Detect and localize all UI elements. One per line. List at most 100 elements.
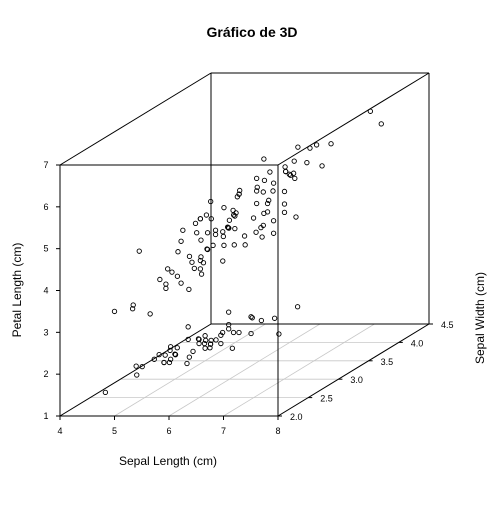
grid-line-x xyxy=(224,324,375,416)
data-point xyxy=(221,230,225,234)
data-point xyxy=(190,260,194,264)
data-point xyxy=(221,234,225,238)
box-edge xyxy=(60,73,211,165)
data-point xyxy=(262,178,266,182)
box-edge xyxy=(278,73,429,165)
data-point xyxy=(296,145,300,149)
x-tick-label: 7 xyxy=(221,426,226,436)
x-tick-label: 4 xyxy=(57,426,62,436)
data-point xyxy=(198,217,202,221)
data-point xyxy=(175,274,179,278)
data-point xyxy=(181,228,185,232)
data-point xyxy=(243,243,247,247)
data-point xyxy=(261,190,265,194)
data-point xyxy=(251,216,255,220)
data-point xyxy=(292,159,296,163)
z-tick-label: 4 xyxy=(43,286,48,296)
data-point xyxy=(175,346,179,350)
data-point xyxy=(195,231,199,235)
data-point xyxy=(282,210,286,214)
y-tick-label: 3.0 xyxy=(350,375,363,385)
data-point xyxy=(134,364,138,368)
y-tick-label: 3.5 xyxy=(381,357,394,367)
data-point xyxy=(158,277,162,281)
data-point xyxy=(204,213,208,217)
data-point xyxy=(254,201,258,205)
data-point xyxy=(163,353,167,357)
data-point xyxy=(187,287,191,291)
data-point xyxy=(254,176,258,180)
data-point xyxy=(272,316,276,320)
box-edge xyxy=(60,324,211,416)
data-point xyxy=(203,346,207,350)
data-point xyxy=(211,243,215,247)
data-point xyxy=(237,330,241,334)
data-point xyxy=(203,334,207,338)
data-point xyxy=(233,226,237,230)
data-point xyxy=(379,122,383,126)
data-point xyxy=(226,310,230,314)
data-point xyxy=(199,238,203,242)
data-point xyxy=(103,390,107,394)
data-point xyxy=(201,261,205,265)
data-point xyxy=(320,164,324,168)
data-point xyxy=(230,346,234,350)
data-point xyxy=(271,231,275,235)
y-tick-label: 4.0 xyxy=(411,338,424,348)
data-point xyxy=(179,281,183,285)
data-point xyxy=(222,205,226,209)
data-point xyxy=(214,338,218,342)
data-point xyxy=(271,181,275,185)
data-point xyxy=(187,355,191,359)
data-point xyxy=(329,142,333,146)
data-point xyxy=(191,349,195,353)
data-point xyxy=(179,239,183,243)
box-back-edges xyxy=(60,73,429,416)
z-tick-label: 7 xyxy=(43,160,48,170)
data-point xyxy=(254,230,258,234)
data-point xyxy=(222,243,226,247)
data-point xyxy=(221,259,225,263)
x-tick-label: 6 xyxy=(166,426,171,436)
data-point xyxy=(137,249,141,253)
x-axis-label: Sepal Length (cm) xyxy=(119,454,217,468)
box-front-edges xyxy=(60,73,429,416)
data-point xyxy=(268,170,272,174)
data-point xyxy=(277,332,281,336)
data-point xyxy=(227,218,231,222)
data-point xyxy=(185,361,189,365)
data-point xyxy=(232,243,236,247)
data-point xyxy=(192,266,196,270)
data-point xyxy=(198,267,202,271)
y-axis-label: Sepal Width (cm) xyxy=(473,272,487,364)
data-point xyxy=(283,169,287,173)
z-tick-label: 6 xyxy=(43,202,48,212)
z-tick-label: 2 xyxy=(43,369,48,379)
data-point xyxy=(305,160,309,164)
grid-line-x xyxy=(169,324,320,416)
data-point xyxy=(260,235,264,239)
data-point xyxy=(282,189,286,193)
data-point xyxy=(148,312,152,316)
data-point xyxy=(170,270,174,274)
data-point xyxy=(262,157,266,161)
data-point xyxy=(186,325,190,329)
data-point xyxy=(294,215,298,219)
box-edge xyxy=(278,324,429,416)
data-point xyxy=(242,234,246,238)
y-tick-label: 2.0 xyxy=(290,412,303,422)
data-point xyxy=(271,189,275,193)
y-tick-label: 2.5 xyxy=(320,394,333,404)
z-tick-label: 3 xyxy=(43,327,48,337)
data-point xyxy=(250,316,254,320)
data-point xyxy=(231,208,235,212)
data-point xyxy=(283,165,287,169)
data-point xyxy=(282,202,286,206)
y-tick-label: 4.5 xyxy=(441,320,454,330)
data-point xyxy=(165,267,169,271)
floor-grid xyxy=(60,324,429,416)
data-point xyxy=(259,318,263,322)
data-point xyxy=(187,254,191,258)
